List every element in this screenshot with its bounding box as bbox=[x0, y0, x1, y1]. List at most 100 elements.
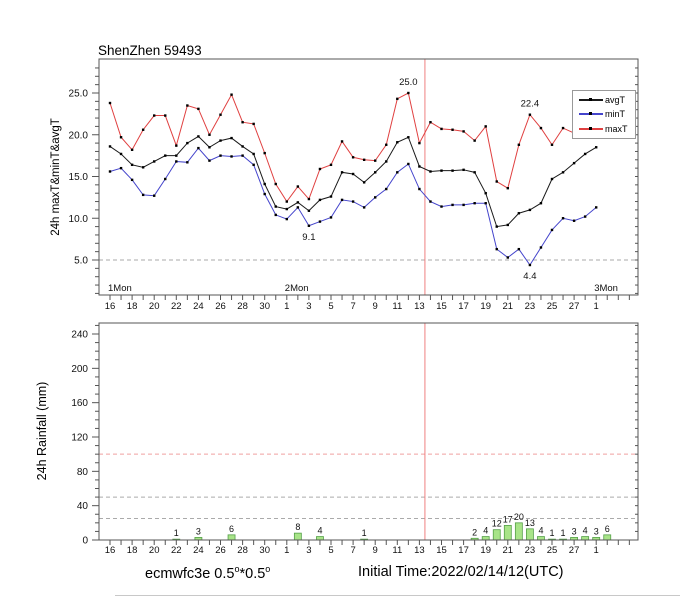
svg-text:20: 20 bbox=[514, 512, 524, 522]
svg-text:25.0: 25.0 bbox=[69, 89, 89, 100]
svg-text:17: 17 bbox=[458, 301, 469, 312]
avgT-line-icon bbox=[579, 98, 603, 102]
legend-item-avgT: avgT bbox=[579, 94, 635, 107]
rain-bar bbox=[316, 536, 324, 541]
svg-text:17: 17 bbox=[503, 514, 513, 524]
rain-bar bbox=[603, 534, 612, 541]
svg-text:200: 200 bbox=[71, 364, 88, 375]
svg-text:11: 11 bbox=[392, 545, 402, 556]
svg-text:120: 120 bbox=[71, 433, 88, 444]
svg-text:6: 6 bbox=[229, 524, 234, 534]
svg-text:5: 5 bbox=[328, 545, 333, 556]
svg-text:1: 1 bbox=[284, 545, 289, 556]
rain-bar bbox=[503, 525, 512, 541]
svg-text:13: 13 bbox=[414, 301, 425, 312]
svg-text:40: 40 bbox=[77, 501, 89, 512]
svg-text:30: 30 bbox=[259, 301, 270, 312]
svg-text:15: 15 bbox=[436, 301, 447, 312]
svg-text:24: 24 bbox=[193, 545, 204, 556]
rain-y-axis-label: 24h Rainfall (mm) bbox=[35, 381, 49, 481]
svg-text:22: 22 bbox=[171, 545, 182, 556]
svg-text:2Mon: 2Mon bbox=[285, 283, 309, 294]
maxT-line-icon bbox=[579, 126, 603, 130]
svg-text:3: 3 bbox=[594, 526, 599, 536]
svg-text:20.0: 20.0 bbox=[69, 130, 89, 141]
rain-bar bbox=[537, 536, 545, 541]
svg-text:7: 7 bbox=[350, 301, 355, 312]
svg-text:1: 1 bbox=[362, 528, 367, 538]
svg-text:3: 3 bbox=[196, 526, 201, 536]
legend-label: minT bbox=[605, 109, 625, 120]
model-resolution-label: ecmwfc3e 0.5o*0.5o bbox=[145, 564, 271, 582]
svg-text:1: 1 bbox=[174, 528, 179, 538]
legend-label: avgT bbox=[605, 95, 626, 106]
svg-text:17: 17 bbox=[458, 545, 469, 556]
svg-text:30: 30 bbox=[259, 545, 270, 556]
svg-text:4: 4 bbox=[583, 526, 588, 536]
initial-time-label: Initial Time:2022/02/14/12(UTC) bbox=[358, 564, 564, 580]
svg-text:5: 5 bbox=[328, 301, 333, 312]
rain-bar bbox=[581, 536, 590, 541]
svg-text:19: 19 bbox=[480, 545, 491, 556]
svg-text:21: 21 bbox=[503, 545, 514, 556]
svg-text:16: 16 bbox=[105, 301, 116, 312]
svg-text:9: 9 bbox=[373, 301, 378, 312]
legend-item-maxT: maxT bbox=[579, 122, 635, 135]
svg-text:4.4: 4.4 bbox=[523, 271, 536, 282]
bottom-divider bbox=[115, 595, 680, 596]
svg-text:4: 4 bbox=[483, 526, 488, 536]
legend: avgT minT maxT bbox=[572, 90, 636, 139]
svg-text:15: 15 bbox=[436, 545, 447, 556]
svg-text:4: 4 bbox=[317, 526, 322, 536]
svg-text:4: 4 bbox=[538, 526, 543, 536]
svg-text:21: 21 bbox=[503, 301, 514, 312]
svg-text:16: 16 bbox=[105, 545, 116, 556]
svg-text:18: 18 bbox=[127, 545, 138, 556]
svg-text:3Mon: 3Mon bbox=[594, 283, 618, 294]
svg-text:80: 80 bbox=[77, 467, 89, 478]
rain-bar bbox=[514, 522, 523, 541]
svg-text:26: 26 bbox=[215, 545, 226, 556]
svg-text:22: 22 bbox=[171, 301, 182, 312]
svg-text:1: 1 bbox=[594, 545, 599, 556]
svg-text:1: 1 bbox=[594, 301, 599, 312]
svg-text:3: 3 bbox=[306, 301, 311, 312]
rain-bar bbox=[481, 536, 490, 541]
svg-text:3: 3 bbox=[306, 545, 311, 556]
svg-text:28: 28 bbox=[237, 301, 248, 312]
svg-text:6: 6 bbox=[605, 524, 610, 534]
svg-text:22.4: 22.4 bbox=[521, 99, 540, 110]
svg-text:18: 18 bbox=[127, 301, 138, 312]
svg-text:5.0: 5.0 bbox=[74, 256, 88, 267]
svg-text:25.0: 25.0 bbox=[399, 77, 418, 88]
svg-text:240: 240 bbox=[71, 330, 88, 341]
rain-bar bbox=[293, 532, 302, 541]
svg-text:24: 24 bbox=[193, 301, 204, 312]
svg-text:23: 23 bbox=[525, 545, 536, 556]
svg-text:19: 19 bbox=[480, 301, 491, 312]
svg-text:7: 7 bbox=[350, 545, 355, 556]
svg-text:20: 20 bbox=[149, 545, 160, 556]
legend-label: maxT bbox=[605, 123, 628, 134]
svg-text:2: 2 bbox=[472, 527, 477, 537]
svg-text:1Mon: 1Mon bbox=[108, 283, 132, 294]
svg-text:13: 13 bbox=[414, 545, 425, 556]
temp-panel: 25.0 22.4 9.1 4.4 1Mon 2Mon 3Mon 5.0 10.0 15.0 20.… bbox=[69, 58, 639, 312]
svg-text:8: 8 bbox=[295, 522, 300, 532]
svg-text:26: 26 bbox=[215, 301, 226, 312]
svg-text:25: 25 bbox=[547, 301, 558, 312]
svg-text:15.0: 15.0 bbox=[69, 172, 89, 183]
rain-bar bbox=[526, 528, 534, 541]
svg-text:1: 1 bbox=[549, 528, 554, 538]
svg-text:160: 160 bbox=[71, 398, 88, 409]
svg-text:0: 0 bbox=[82, 536, 88, 547]
svg-text:9.1: 9.1 bbox=[302, 232, 315, 243]
rain-bar bbox=[227, 534, 236, 541]
minT-line-icon bbox=[579, 112, 603, 116]
svg-text:10.0: 10.0 bbox=[69, 214, 89, 225]
legend-item-minT: minT bbox=[579, 108, 635, 121]
temp-y-axis-label: 24h maxT&minT&avgT bbox=[50, 118, 62, 236]
